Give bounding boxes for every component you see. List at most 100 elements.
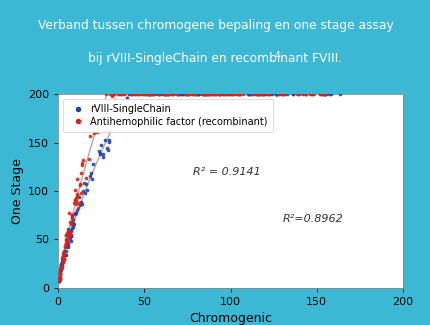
Point bbox=[73, 193, 80, 199]
Point bbox=[272, 92, 279, 97]
Point bbox=[254, 92, 261, 97]
Point bbox=[67, 221, 74, 226]
Point bbox=[155, 92, 162, 97]
Point bbox=[73, 195, 80, 201]
Point bbox=[59, 260, 66, 265]
Point bbox=[184, 92, 190, 97]
Point bbox=[107, 103, 114, 108]
Point bbox=[109, 92, 116, 97]
Point bbox=[78, 171, 85, 176]
Point bbox=[309, 92, 316, 97]
Point bbox=[82, 176, 89, 181]
Point bbox=[260, 92, 267, 97]
Point bbox=[112, 98, 119, 103]
Point bbox=[57, 266, 64, 271]
Point bbox=[55, 276, 62, 281]
Point bbox=[201, 92, 208, 97]
Point bbox=[58, 258, 65, 264]
Point bbox=[189, 92, 196, 97]
Point bbox=[204, 92, 211, 97]
Point bbox=[206, 92, 213, 97]
Point bbox=[208, 92, 215, 97]
Point bbox=[247, 92, 254, 97]
Text: R²=0.8962: R²=0.8962 bbox=[282, 214, 342, 224]
Point bbox=[105, 137, 112, 142]
Point bbox=[231, 92, 238, 97]
Point bbox=[175, 92, 181, 97]
Point bbox=[215, 92, 222, 97]
Point bbox=[106, 121, 113, 126]
Point bbox=[318, 92, 325, 97]
Point bbox=[258, 92, 264, 97]
Point bbox=[307, 92, 313, 97]
Point bbox=[57, 265, 64, 270]
Point bbox=[194, 92, 200, 97]
Point bbox=[283, 92, 289, 97]
Point bbox=[55, 277, 62, 282]
Point bbox=[263, 92, 270, 97]
Point bbox=[79, 162, 86, 168]
Point bbox=[57, 266, 64, 271]
Y-axis label: One Stage: One Stage bbox=[11, 158, 24, 224]
Point bbox=[63, 239, 70, 244]
Point bbox=[71, 211, 78, 216]
Point bbox=[58, 263, 64, 268]
Point bbox=[289, 92, 296, 97]
Point bbox=[88, 170, 95, 175]
Point bbox=[57, 270, 64, 276]
Point bbox=[256, 92, 263, 97]
Point bbox=[316, 92, 323, 97]
Point bbox=[199, 92, 206, 97]
Point bbox=[115, 115, 122, 120]
Point bbox=[58, 264, 65, 269]
Point bbox=[158, 92, 165, 97]
Point bbox=[201, 92, 208, 97]
Point bbox=[68, 225, 75, 230]
Point bbox=[316, 92, 323, 97]
Point bbox=[253, 92, 260, 97]
Point bbox=[192, 92, 199, 97]
Point bbox=[61, 248, 68, 254]
Point bbox=[164, 92, 171, 97]
Point bbox=[262, 92, 269, 97]
Point bbox=[105, 126, 112, 131]
Point bbox=[95, 148, 102, 153]
Point bbox=[144, 92, 151, 97]
Point bbox=[221, 92, 228, 97]
Point bbox=[272, 92, 279, 97]
Point bbox=[63, 241, 70, 247]
Point bbox=[57, 266, 64, 272]
Point bbox=[174, 92, 181, 97]
Point bbox=[272, 92, 279, 97]
Point bbox=[322, 92, 329, 97]
Point bbox=[70, 225, 77, 230]
Point bbox=[225, 92, 232, 97]
Point bbox=[89, 118, 96, 123]
Point bbox=[141, 92, 148, 97]
Text: bij rVIII-SingleChain en recombinant FVIII.: bij rVIII-SingleChain en recombinant FVI… bbox=[88, 52, 342, 65]
Point bbox=[60, 255, 67, 261]
Point bbox=[161, 92, 168, 97]
Point bbox=[78, 161, 85, 166]
Point bbox=[279, 92, 286, 97]
Point bbox=[149, 92, 156, 97]
Point bbox=[59, 256, 66, 262]
Point bbox=[69, 213, 76, 218]
Point bbox=[55, 278, 62, 283]
Point bbox=[115, 121, 122, 126]
Point bbox=[58, 263, 65, 268]
Point bbox=[110, 92, 117, 97]
Point bbox=[248, 92, 255, 97]
Point bbox=[156, 92, 163, 97]
Point bbox=[244, 92, 251, 97]
Point bbox=[132, 92, 139, 97]
Point bbox=[97, 151, 104, 156]
Point bbox=[142, 92, 149, 97]
Point bbox=[180, 92, 187, 97]
Point bbox=[182, 92, 189, 97]
Point bbox=[160, 92, 167, 97]
Point bbox=[62, 232, 69, 238]
Point bbox=[100, 151, 107, 156]
Point bbox=[83, 187, 90, 192]
Point bbox=[202, 92, 209, 97]
